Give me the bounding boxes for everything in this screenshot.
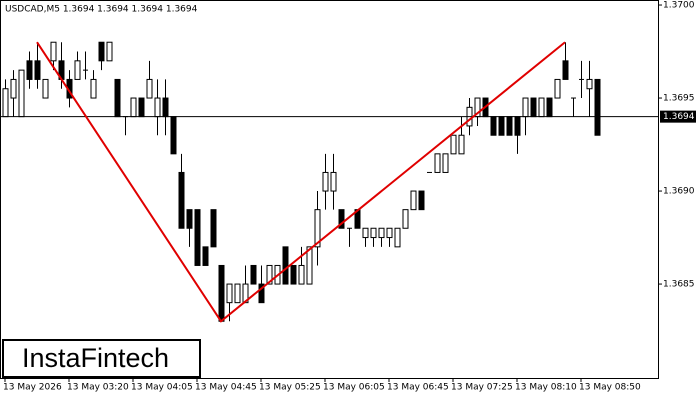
y-tick-label: 1.3700	[663, 1, 695, 11]
candle-body	[386, 227, 393, 239]
candle-body	[306, 246, 313, 285]
candle-body	[506, 116, 513, 136]
current-price-label: 1.3694	[663, 112, 695, 122]
candle-body	[562, 60, 569, 80]
candle-body	[394, 227, 401, 248]
pattern-line	[36, 41, 566, 323]
candle-body	[250, 264, 257, 285]
candle-body	[130, 97, 137, 118]
candle-body	[490, 116, 497, 136]
candle-body	[530, 97, 537, 118]
x-tick-label: 13 May 04:05	[131, 383, 193, 393]
candle-body	[218, 264, 225, 322]
candle-body	[18, 69, 25, 118]
candle-body	[586, 78, 593, 90]
candle-body	[338, 209, 345, 229]
candle-body	[402, 209, 409, 229]
candle-body	[194, 209, 201, 266]
candle-body	[594, 78, 601, 136]
y-tick-label: 1.3695	[663, 94, 695, 104]
candle-body	[410, 190, 417, 211]
candle-body	[186, 209, 193, 229]
candle-body	[226, 283, 233, 304]
candle-body	[202, 246, 209, 266]
candle-body	[2, 88, 9, 118]
candle-body	[10, 78, 17, 99]
x-tick-label: 13 May 03:20	[67, 383, 129, 393]
candle-body	[514, 116, 521, 136]
logo-box	[2, 339, 201, 378]
candle-body	[498, 116, 505, 136]
candle-body	[378, 227, 385, 239]
candle-body	[34, 60, 41, 80]
candle-body	[362, 227, 369, 239]
x-tick-label: 13 May 06:05	[323, 383, 385, 393]
candle-body	[170, 116, 177, 155]
candle-body	[322, 171, 329, 192]
candle-body	[450, 134, 457, 155]
plot-frame	[0, 0, 659, 379]
x-tick-label: 13 May 2026	[3, 383, 62, 393]
candle-body	[554, 78, 561, 99]
candle-body	[442, 153, 449, 173]
candle-body	[258, 283, 265, 304]
candle-body	[210, 209, 217, 248]
candle-body	[434, 153, 441, 173]
candle-body	[298, 264, 305, 285]
chart-title: USDCAD,M5 1.3694 1.3694 1.3694 1.3694	[5, 5, 198, 15]
candle-body	[314, 209, 321, 248]
x-tick-label: 13 May 07:25	[451, 383, 513, 393]
candle-body	[114, 78, 121, 118]
current-price-box	[660, 110, 696, 123]
candle-body	[282, 246, 289, 285]
candle-body	[146, 78, 153, 99]
candle-body	[522, 97, 529, 118]
x-tick-label: 13 May 04:45	[195, 383, 257, 393]
x-tick-label: 13 May 06:45	[387, 383, 449, 393]
candle-body	[42, 78, 49, 99]
candle-body	[370, 227, 377, 239]
candle-body	[74, 60, 81, 80]
candle-body	[538, 97, 545, 118]
candle-body	[266, 264, 273, 285]
candle-body	[138, 97, 145, 118]
candle-body	[50, 41, 57, 62]
candle-body	[90, 78, 97, 99]
x-tick-label: 13 May 08:10	[515, 383, 577, 393]
logo-text: InstaFintech	[22, 343, 169, 373]
candle-body	[162, 97, 169, 118]
candle-body	[26, 60, 33, 80]
x-tick-label: 13 May 05:25	[259, 383, 321, 393]
candle-body	[154, 97, 161, 118]
candle-body	[98, 41, 105, 62]
candle-body	[458, 134, 465, 155]
x-tick-label: 13 May 08:50	[579, 383, 641, 393]
candle-body	[330, 171, 337, 192]
y-tick-label: 1.3690	[663, 187, 695, 197]
candle-body	[546, 97, 553, 118]
y-tick-label: 1.3685	[663, 280, 695, 290]
candle-body	[178, 171, 185, 229]
candle-body	[290, 264, 297, 285]
candle-body	[106, 41, 113, 62]
candle-body	[234, 283, 241, 304]
logo: InstaFintech	[2, 339, 201, 378]
candle-body	[418, 190, 425, 211]
